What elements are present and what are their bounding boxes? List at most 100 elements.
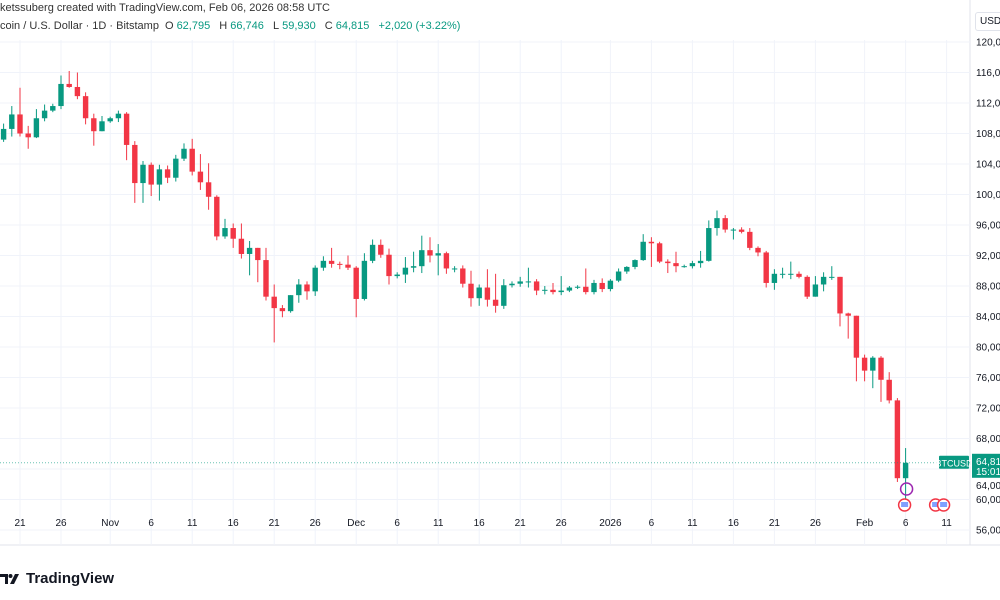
candle-body bbox=[574, 286, 581, 288]
candle-2025-12-12 bbox=[443, 251, 450, 274]
candle-body bbox=[509, 283, 515, 286]
candle-body bbox=[255, 247, 261, 261]
candle-body bbox=[189, 148, 195, 172]
candle-body bbox=[648, 241, 655, 244]
candle-body bbox=[74, 86, 81, 97]
candle-2025-11-20 bbox=[263, 247, 269, 301]
candle-body bbox=[279, 308, 286, 312]
candle-2026-02-01 bbox=[861, 354, 868, 382]
candle-2025-12-06 bbox=[394, 272, 400, 279]
candle-2026-01-15 bbox=[722, 215, 728, 233]
candle-2026-01-04 bbox=[632, 259, 638, 270]
candle-2025-10-29 bbox=[82, 92, 89, 125]
x-tick-label: 16 bbox=[474, 518, 486, 529]
change-value: +2,020 (+3.22%) bbox=[378, 20, 461, 32]
candle-2026-01-17 bbox=[738, 227, 745, 234]
us-flag-icon bbox=[940, 502, 948, 507]
candle-body bbox=[296, 284, 302, 296]
candle-body bbox=[197, 171, 204, 183]
low-label: L bbox=[272, 20, 280, 32]
candle-2025-11-13 bbox=[205, 163, 212, 210]
candle-2025-11-04 bbox=[132, 141, 138, 203]
y-tick-label: 68,000 bbox=[976, 434, 1000, 445]
candle-2026-02-05 bbox=[894, 398, 901, 482]
candle-body bbox=[328, 260, 335, 264]
candle-2025-12-23 bbox=[533, 279, 540, 296]
candle-body bbox=[25, 133, 31, 138]
candle-2025-11-15 bbox=[222, 218, 228, 239]
candle-body bbox=[148, 164, 154, 185]
bar-countdown: 15:01: bbox=[976, 467, 1000, 478]
candle-body bbox=[476, 287, 482, 299]
candle-2026-02-02 bbox=[870, 356, 876, 389]
x-tick-label: 6 bbox=[394, 518, 400, 529]
currency-button[interactable]: USD bbox=[975, 12, 1000, 31]
candle-2025-11-23 bbox=[287, 295, 294, 313]
symbol-description[interactable]: coin / U.S. Dollar · 1D · Bitstamp bbox=[0, 20, 159, 32]
candle-2026-01-08 bbox=[665, 259, 671, 274]
y-tick-label: 80,000 bbox=[976, 343, 1000, 354]
candle-body bbox=[205, 182, 212, 197]
candle-2025-11-12 bbox=[197, 154, 204, 190]
candle-2026-02-06 bbox=[902, 448, 909, 501]
candle-body bbox=[246, 247, 253, 254]
candle-2026-01-28 bbox=[829, 266, 835, 280]
candle-2026-01-03 bbox=[624, 266, 630, 274]
candle-2025-11-05 bbox=[140, 160, 146, 203]
x-tick-label: 16 bbox=[228, 518, 240, 529]
candle-body bbox=[517, 281, 523, 284]
candle-2025-11-27 bbox=[320, 256, 327, 271]
candle-2025-11-26 bbox=[312, 265, 318, 296]
y-tick-label: 76,000 bbox=[976, 373, 1000, 384]
candle-body bbox=[222, 228, 228, 237]
last-price-value: 64,815 bbox=[976, 457, 1000, 468]
candle-2025-11-28 bbox=[328, 247, 335, 268]
candle-body bbox=[484, 287, 491, 300]
candle-body bbox=[747, 231, 753, 248]
candle-body bbox=[181, 148, 187, 159]
candle-2025-11-30 bbox=[345, 255, 351, 270]
candle-2025-12-29 bbox=[583, 268, 589, 295]
candle-body bbox=[82, 96, 89, 119]
candle-body bbox=[58, 83, 64, 107]
candle-2026-01-30 bbox=[845, 312, 851, 339]
candle-body bbox=[812, 284, 819, 297]
close-label: C bbox=[324, 20, 333, 32]
attribution: ketssuberg created with TradingView.com,… bbox=[0, 2, 330, 14]
candle-body bbox=[238, 238, 245, 254]
candle-body bbox=[435, 253, 441, 256]
x-tick-label: 21 bbox=[515, 518, 527, 529]
candle-2026-01-24 bbox=[796, 271, 802, 279]
candle-body bbox=[656, 243, 663, 262]
candle-2026-02-03 bbox=[878, 356, 884, 402]
candle-2025-10-28 bbox=[74, 72, 81, 100]
legend-ohlc: coin / U.S. Dollar · 1D · Bitstamp O 62,7… bbox=[0, 20, 463, 32]
candle-body bbox=[312, 267, 318, 292]
candle-2025-10-26 bbox=[58, 75, 64, 110]
candle-2025-11-22 bbox=[279, 305, 286, 318]
candle-body bbox=[41, 110, 48, 119]
candle-body bbox=[345, 264, 351, 268]
x-tick-label: Feb bbox=[856, 518, 874, 529]
us-flag-icon bbox=[901, 502, 909, 507]
candle-body bbox=[714, 218, 720, 229]
candle-2025-12-10 bbox=[427, 237, 433, 263]
x-tick-label: Dec bbox=[347, 518, 365, 529]
candle-2026-01-31 bbox=[853, 315, 860, 382]
candle-body bbox=[853, 315, 860, 358]
candle-body bbox=[894, 400, 901, 479]
candle-body bbox=[689, 263, 696, 267]
candle-2025-11-18 bbox=[246, 241, 253, 276]
candle-2025-10-27 bbox=[66, 70, 72, 88]
candle-2026-01-05 bbox=[640, 234, 646, 261]
candle-body bbox=[353, 267, 359, 299]
candle-body bbox=[386, 254, 392, 277]
candle-body bbox=[99, 121, 105, 132]
candle-2025-10-24 bbox=[41, 104, 48, 122]
candle-2026-01-01 bbox=[607, 279, 614, 292]
candle-body bbox=[583, 286, 589, 293]
last-price-label-bg bbox=[972, 453, 1000, 478]
candle-2026-01-26 bbox=[812, 276, 819, 297]
price-chart[interactable]: 56,000 60,000 64,000 68,000 72,000 76,000 80,0… bbox=[0, 0, 1000, 560]
x-tick-label: 6 bbox=[649, 518, 655, 529]
